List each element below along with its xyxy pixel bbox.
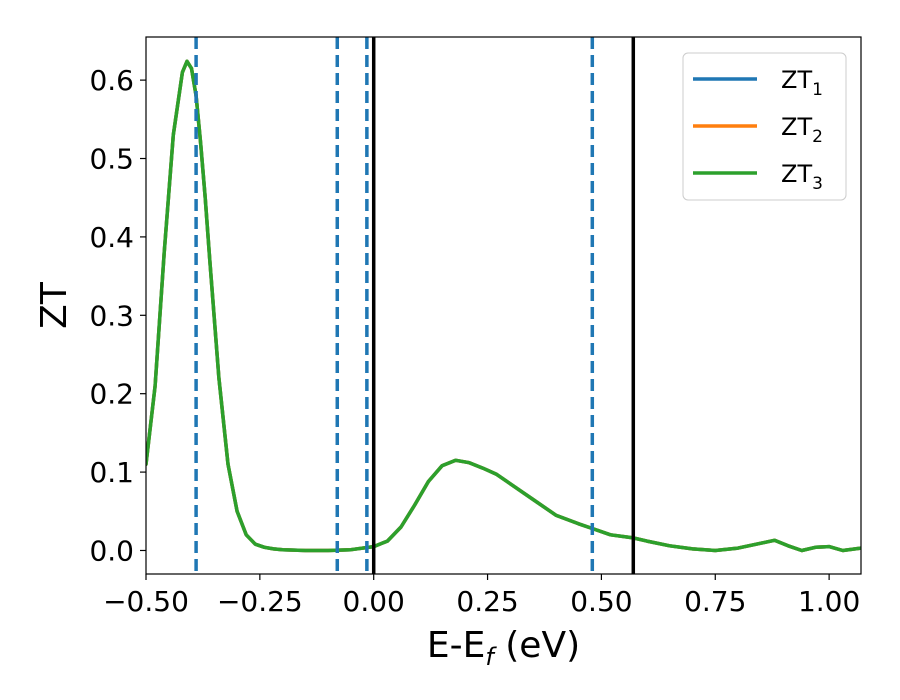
y-tick-label: 0.2 — [89, 378, 134, 411]
vertical-lines — [194, 37, 636, 574]
plot-frame — [145, 36, 862, 575]
series-layer — [146, 59, 861, 553]
y-axis: 0.0 0.1 0.2 0.3 0.4 0.5 0.6 — [89, 64, 146, 567]
x-tick-label: 0.25 — [456, 585, 518, 618]
y-tick-label: 0.4 — [89, 221, 134, 254]
x-tick-label: 0.50 — [570, 585, 632, 618]
legend-box — [682, 52, 847, 201]
x-tick-label: −0.50 — [103, 585, 189, 618]
y-tick-label: 0.1 — [89, 456, 134, 489]
x-axis-title-main: E-E — [427, 625, 485, 666]
y-axis-title: ZT — [34, 281, 75, 329]
y-tick-label: 0.6 — [89, 64, 134, 97]
x-axis: −0.50 −0.25 0.00 0.25 0.50 0.75 1.00 — [103, 574, 860, 618]
series-line-3 — [146, 59, 861, 553]
legend-label-3: ZT3 — [781, 160, 823, 194]
x-tick-label: −0.25 — [217, 585, 303, 618]
y-tick-label: 0.5 — [89, 143, 134, 176]
x-tick-label: 0.75 — [684, 585, 746, 618]
x-tick-label: 0.00 — [343, 585, 405, 618]
legend-label-2: ZT2 — [781, 113, 823, 147]
x-axis-title: E-Ef (eV) — [427, 625, 580, 671]
y-tick-label: 0.0 — [89, 534, 134, 567]
y-tick-label: 0.3 — [89, 299, 134, 332]
legend: ZT1 ZT2 ZT3 — [682, 52, 847, 201]
x-axis-title-unit: (eV) — [494, 625, 580, 666]
legend-label-1: ZT1 — [781, 66, 823, 100]
x-tick-label: 1.00 — [798, 585, 860, 618]
